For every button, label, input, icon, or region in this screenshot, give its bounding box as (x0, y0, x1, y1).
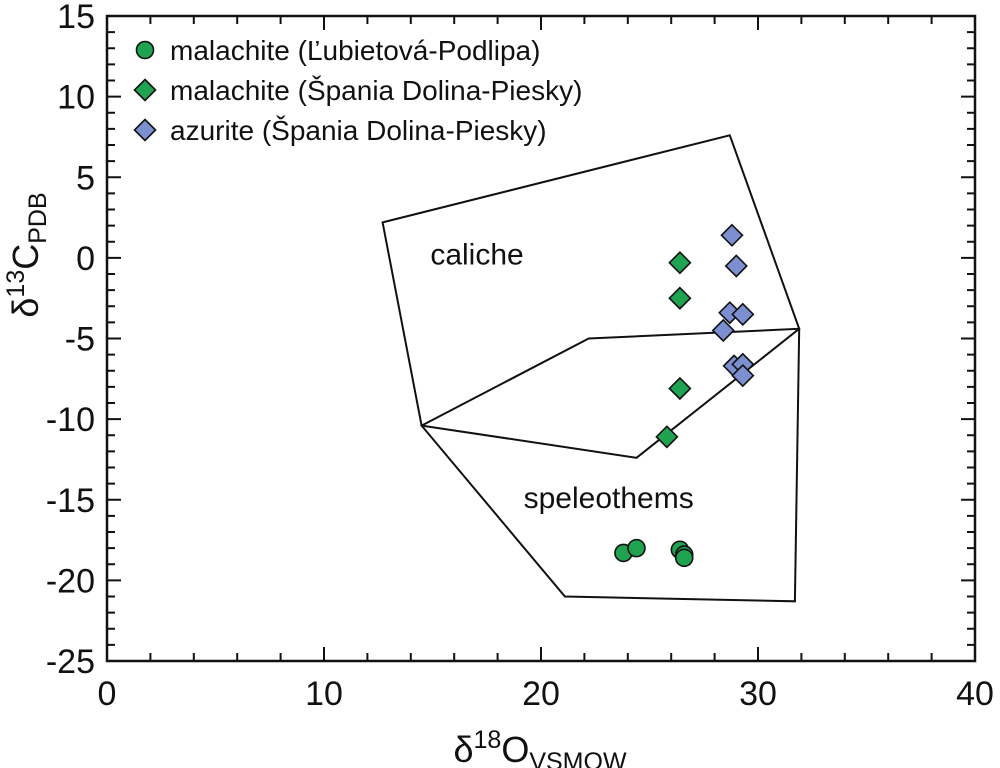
region-speleothems (420, 327, 801, 603)
y-axis-title-sup: 13 (2, 270, 30, 298)
point-series-0 (627, 538, 646, 558)
y-axis-title-main: δ (5, 298, 46, 318)
y-tick-label: 10 (57, 79, 95, 117)
point-series-1 (655, 425, 679, 449)
y-axis-title: δ13CPDB (2, 192, 52, 317)
x-tick-label: 10 (305, 675, 343, 713)
point-series-2 (720, 223, 744, 247)
plot-frame (105, 14, 977, 663)
x-tick-label: 40 (956, 675, 994, 713)
point-series-0 (674, 548, 694, 568)
axis-ticks (106, 15, 976, 662)
point-series-2 (724, 254, 748, 278)
y-axis-title-base: C (5, 244, 46, 270)
point-series-2 (731, 363, 755, 388)
region-caliche (381, 134, 801, 459)
legend-entry-0: malachite (Ľubietová-Podlipa) (170, 35, 540, 66)
point-series-1 (668, 376, 692, 401)
legend-marker-1 (133, 78, 157, 102)
region-polygons (381, 134, 801, 603)
y-tick-label: -5 (65, 321, 95, 359)
legend-marker-0 (135, 40, 155, 60)
region-label-caliche: caliche (430, 238, 523, 271)
x-axis-title-main: δ (453, 729, 473, 768)
y-tick-label: -10 (46, 401, 95, 439)
point-series-1 (668, 286, 692, 310)
y-tick-label: 15 (57, 0, 95, 36)
point-series-1 (668, 251, 692, 275)
legend-marker-2 (133, 118, 157, 142)
x-axis-title-base: O (501, 729, 529, 768)
x-axis-title-sup: 18 (474, 726, 502, 754)
x-tick-label: 20 (522, 675, 560, 713)
legend-entry-2: azurite (Špania Dolina-Piesky) (170, 115, 547, 146)
point-series-2 (711, 318, 735, 343)
y-tick-label: -20 (46, 562, 95, 600)
x-tick-label: 0 (98, 675, 117, 713)
data-points (614, 223, 755, 568)
point-series-2 (731, 302, 755, 326)
y-tick-label: -15 (46, 482, 95, 520)
x-axis-title-sub: VSMOW (529, 748, 627, 768)
y-tick-label: 5 (76, 159, 95, 197)
x-axis-title: δ18OVSMOW (453, 726, 626, 768)
y-axis-title-sub: PDB (24, 192, 52, 243)
tick-labels: 0 10 20 30 40 -25 -20 -15 -10 -5 0 5 10 15 (46, 0, 994, 713)
region-label-speleothems: speleothems (524, 482, 694, 515)
y-tick-label: 0 (76, 240, 95, 278)
x-tick-label: 30 (739, 675, 777, 713)
legend-entry-1: malachite (Špania Dolina-Piesky) (170, 75, 582, 106)
legend: malachite (Ľubietová-Podlipa) malachite (… (133, 35, 582, 146)
region-labels: caliche speleothems (430, 238, 693, 514)
y-tick-label: -25 (46, 643, 95, 681)
